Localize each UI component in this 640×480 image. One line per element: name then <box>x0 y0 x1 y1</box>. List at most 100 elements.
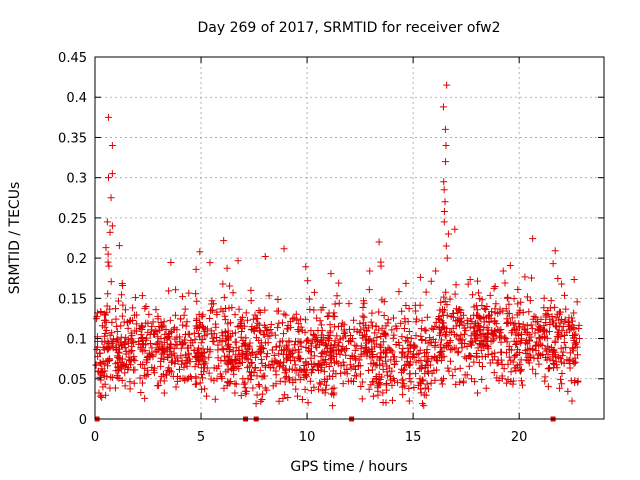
data-point <box>263 350 271 358</box>
data-point <box>131 294 139 302</box>
data-point <box>148 344 156 352</box>
data-point <box>440 306 448 314</box>
data-point <box>379 365 387 373</box>
data-point <box>363 327 371 335</box>
data-point <box>423 380 431 388</box>
data-point <box>162 371 170 379</box>
data-point <box>535 350 543 358</box>
data-point <box>168 358 176 366</box>
data-point <box>113 373 121 381</box>
data-point <box>139 347 147 355</box>
data-point <box>251 353 259 361</box>
data-point <box>532 370 540 378</box>
data-point <box>347 331 355 339</box>
data-point <box>425 369 433 377</box>
data-point <box>527 321 535 329</box>
data-point <box>93 345 101 353</box>
data-point <box>147 326 155 334</box>
data-point <box>125 339 133 347</box>
data-point <box>437 376 445 384</box>
data-point <box>112 315 120 323</box>
data-point <box>255 336 263 344</box>
data-point <box>518 337 526 345</box>
data-point <box>340 321 348 329</box>
data-point <box>105 357 113 365</box>
data-point <box>180 363 188 371</box>
data-point <box>104 174 112 182</box>
data-point <box>251 311 259 319</box>
data-point <box>509 380 517 388</box>
data-point <box>167 259 175 267</box>
data-point <box>113 328 121 336</box>
data-point <box>114 297 122 305</box>
data-point <box>283 325 291 333</box>
data-point <box>438 348 446 356</box>
data-point <box>421 326 429 334</box>
data-point <box>546 315 554 323</box>
data-point <box>517 377 525 385</box>
data-point <box>131 327 139 335</box>
data-point <box>228 330 236 338</box>
data-point <box>340 361 348 369</box>
data-point <box>534 351 542 359</box>
data-point <box>101 380 109 388</box>
data-point <box>418 400 426 408</box>
data-point <box>103 326 111 334</box>
data-point <box>231 389 239 397</box>
data-point <box>418 336 426 344</box>
data-point <box>298 395 306 403</box>
data-point <box>380 311 388 319</box>
data-point <box>491 283 499 291</box>
data-point <box>137 343 145 351</box>
x-tick-label: 0 <box>91 430 99 445</box>
data-point <box>572 340 580 348</box>
data-point <box>530 354 538 362</box>
data-point <box>470 324 478 332</box>
data-point <box>426 334 434 342</box>
data-point <box>454 316 462 324</box>
data-point <box>374 387 382 395</box>
data-point <box>224 379 232 387</box>
data-point <box>444 364 452 372</box>
data-point <box>511 319 519 327</box>
data-point <box>454 348 462 356</box>
data-point <box>339 334 347 342</box>
data-point <box>137 334 145 342</box>
data-point <box>297 354 305 362</box>
data-point <box>239 358 247 366</box>
data-point <box>459 321 467 329</box>
data-point <box>504 293 512 301</box>
data-point <box>570 325 578 333</box>
data-point <box>145 310 153 318</box>
data-point <box>346 354 354 362</box>
data-point <box>528 274 536 282</box>
data-point <box>142 319 150 327</box>
data-point <box>529 235 537 243</box>
data-point <box>237 392 245 400</box>
data-point <box>347 338 355 346</box>
data-point <box>128 342 136 350</box>
data-point <box>544 383 552 391</box>
data-point <box>200 364 208 372</box>
data-point <box>550 359 558 367</box>
data-point <box>466 340 474 348</box>
data-point <box>570 309 578 317</box>
data-point <box>231 338 239 346</box>
data-point <box>107 278 115 286</box>
data-point <box>415 381 423 389</box>
data-point <box>227 358 235 366</box>
data-point <box>474 277 482 285</box>
y-tick-label: 0.35 <box>58 131 87 146</box>
data-point <box>126 316 134 324</box>
data-point <box>257 355 265 363</box>
data-point <box>526 351 534 359</box>
data-point <box>263 327 271 335</box>
data-point <box>249 315 257 323</box>
data-point <box>210 338 218 346</box>
x-tick-label: 15 <box>405 430 422 445</box>
data-point <box>93 313 101 321</box>
data-point <box>317 353 325 361</box>
data-point <box>302 371 310 379</box>
data-point <box>452 281 460 289</box>
data-point <box>410 383 418 391</box>
